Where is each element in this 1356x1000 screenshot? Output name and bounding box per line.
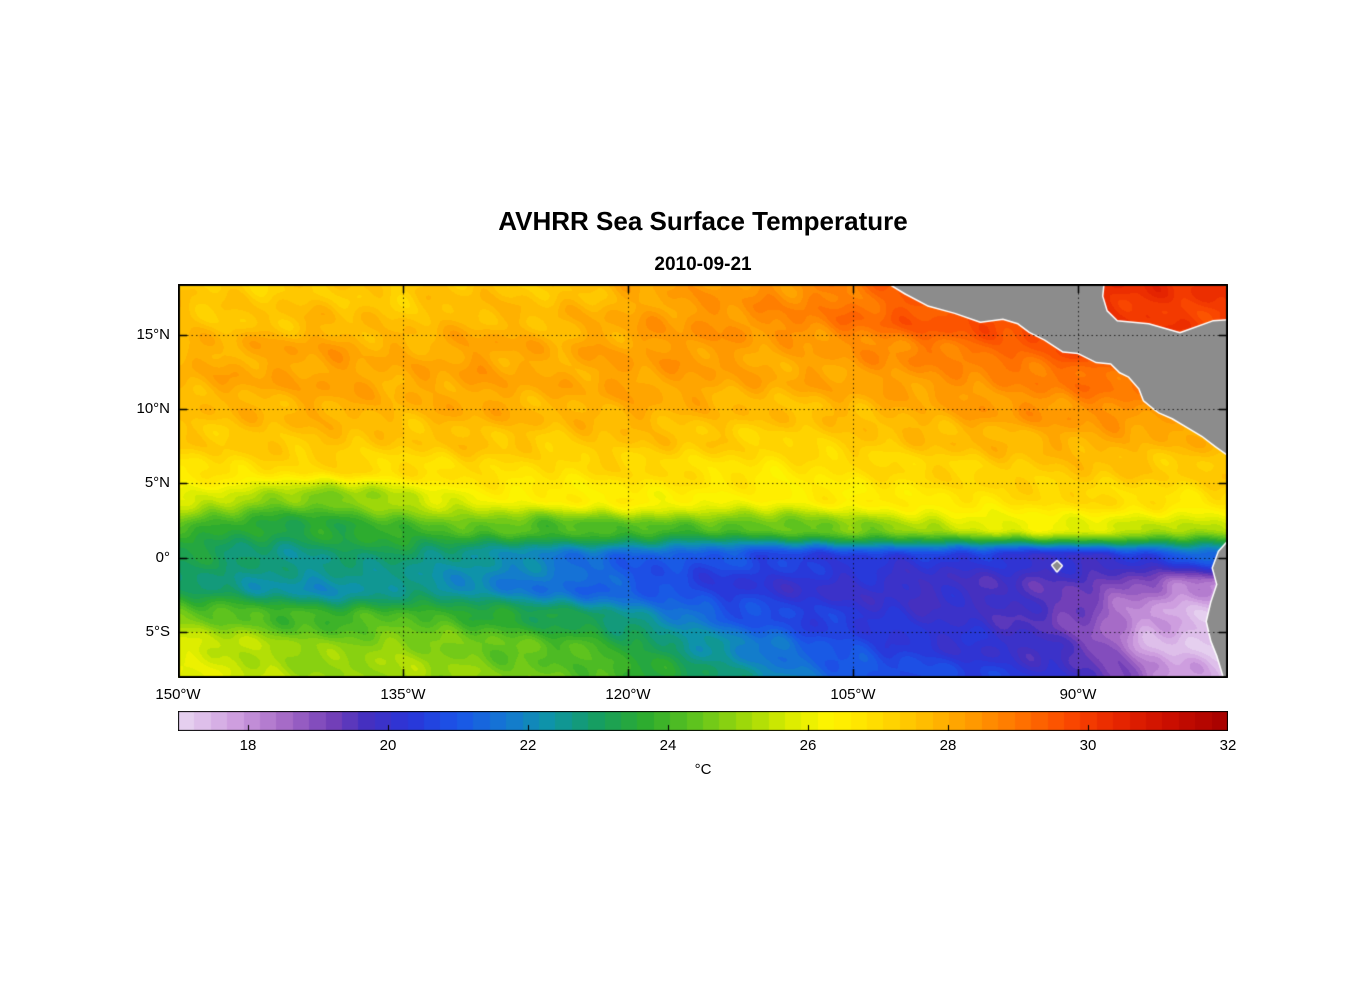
- x-tick-label: 150°W: [155, 686, 201, 703]
- colorbar-tick-label: 32: [1219, 737, 1237, 754]
- y-tick-label: 0°: [155, 549, 170, 566]
- y-tick-label: 5°N: [144, 474, 170, 491]
- y-tick-label: 15°N: [136, 326, 170, 343]
- colorbar-tick-label: 24: [659, 737, 677, 754]
- colorbar-tick-label: 18: [239, 737, 257, 754]
- y-tick-label: 10°N: [136, 400, 170, 417]
- colorbar-tick-label: 26: [799, 737, 817, 754]
- colorbar-unit-label: °C: [694, 761, 712, 778]
- colorbar-tick-label: 20: [379, 737, 397, 754]
- x-tick-label: 105°W: [830, 686, 876, 703]
- x-tick-label: 135°W: [380, 686, 426, 703]
- colorbar-canvas: [178, 711, 1228, 731]
- colorbar-tick-label: 22: [519, 737, 537, 754]
- colorbar-tick-label: 30: [1079, 737, 1097, 754]
- colorbar-tick-label: 28: [939, 737, 957, 754]
- chart-subtitle-date: 2010-09-21: [654, 254, 752, 275]
- x-tick-label: 120°W: [605, 686, 651, 703]
- sst-heatmap-canvas: [178, 284, 1228, 678]
- y-tick-label: 5°S: [145, 623, 170, 640]
- chart-title: AVHRR Sea Surface Temperature: [498, 206, 908, 236]
- x-tick-label: 90°W: [1059, 686, 1097, 703]
